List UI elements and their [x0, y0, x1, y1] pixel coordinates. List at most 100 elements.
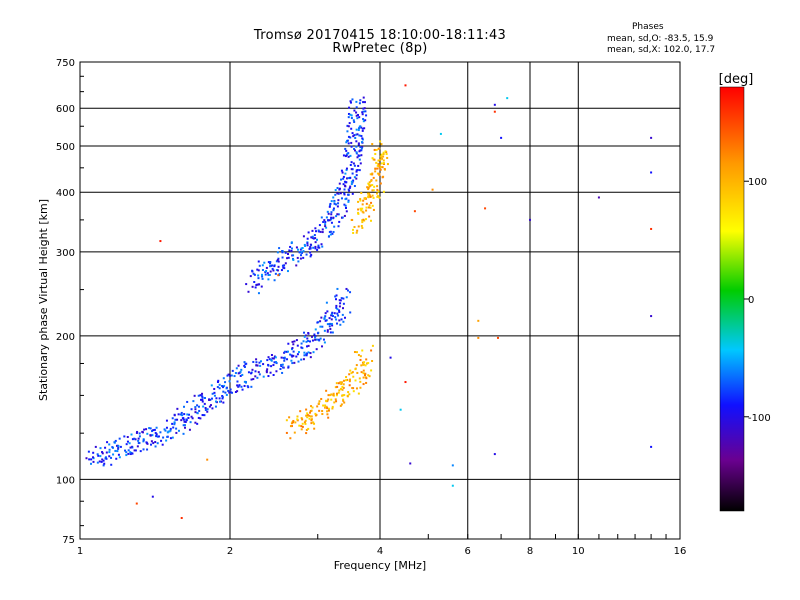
- data-point: [362, 118, 365, 121]
- data-point: [173, 421, 176, 424]
- data-point: [256, 364, 259, 367]
- data-point: [356, 371, 359, 374]
- data-point: [365, 209, 368, 212]
- data-point: [197, 394, 200, 397]
- data-point: [338, 182, 341, 185]
- data-point: [321, 410, 324, 413]
- data-point: [213, 391, 216, 394]
- data-point: [258, 264, 261, 267]
- data-point: [360, 126, 363, 129]
- data-point: [314, 227, 317, 230]
- data-point: [333, 312, 336, 315]
- data-point: [116, 450, 119, 453]
- data-point: [159, 431, 162, 434]
- data-point: [311, 236, 314, 239]
- data-point: [346, 124, 349, 127]
- data-point: [343, 193, 346, 196]
- data-point: [226, 374, 229, 377]
- data-point: [299, 257, 302, 260]
- data-point: [267, 278, 270, 281]
- data-point: [323, 219, 326, 222]
- data-point: [314, 414, 317, 417]
- data-point: [305, 253, 308, 256]
- data-point: [360, 192, 363, 195]
- data-point: [312, 246, 315, 249]
- data-point: [349, 136, 352, 139]
- data-point: [328, 317, 331, 320]
- data-point: [156, 442, 159, 445]
- data-point: [272, 269, 275, 272]
- x-tick-label-1: 2: [227, 546, 233, 557]
- data-point: [377, 190, 380, 193]
- data-point: [339, 387, 342, 390]
- data-point: [221, 397, 224, 400]
- data-point: [281, 363, 284, 366]
- data-point: [307, 231, 310, 234]
- data-point: [254, 375, 257, 378]
- data-point: [335, 318, 338, 321]
- data-point: [376, 188, 379, 191]
- data-point: [376, 185, 379, 188]
- data-point: [292, 343, 295, 346]
- data-point: [113, 441, 116, 444]
- data-point: [204, 407, 207, 410]
- data-point: [285, 431, 288, 434]
- data-point: [203, 402, 206, 405]
- data-point: [277, 265, 280, 268]
- data-point: [237, 385, 240, 388]
- data-point: [330, 318, 333, 321]
- data-point: [345, 376, 348, 379]
- data-point: [382, 175, 385, 178]
- data-point: [363, 107, 366, 110]
- data-point: [156, 435, 159, 438]
- data-point: [367, 374, 370, 377]
- data-point: [359, 355, 362, 358]
- data-point: [309, 415, 312, 418]
- data-point: [377, 159, 380, 162]
- data-point: [353, 176, 356, 179]
- data-point: [321, 325, 324, 328]
- data-point: [239, 374, 242, 377]
- data-point: [141, 430, 144, 433]
- data-point: [306, 412, 309, 415]
- data-point: [431, 188, 434, 191]
- data-point: [310, 419, 313, 422]
- data-points: [85, 84, 653, 520]
- data-point: [404, 84, 407, 87]
- data-point: [253, 273, 256, 276]
- data-point: [355, 106, 358, 109]
- data-point: [345, 181, 348, 184]
- data-point: [349, 113, 352, 116]
- data-point: [236, 384, 239, 387]
- data-point: [324, 315, 327, 318]
- data-point: [326, 310, 329, 313]
- y-axis-label: Stationary phase Virtual Height [km]: [37, 199, 50, 401]
- y-tick-labels: 75 100 200 300 400 500 600 750: [56, 58, 84, 546]
- data-point: [142, 438, 145, 441]
- data-point: [358, 102, 361, 105]
- data-point: [352, 390, 355, 393]
- data-point: [127, 452, 130, 455]
- data-point: [117, 446, 120, 449]
- data-point: [310, 418, 313, 421]
- data-point: [92, 456, 95, 459]
- data-point: [335, 394, 338, 397]
- data-point: [275, 361, 278, 364]
- data-point: [338, 389, 341, 392]
- data-point: [131, 446, 134, 449]
- data-point: [270, 365, 273, 368]
- data-point: [340, 169, 343, 172]
- data-point: [183, 420, 186, 423]
- data-point: [182, 418, 185, 421]
- data-point: [361, 127, 364, 130]
- data-point: [258, 361, 261, 364]
- data-point: [297, 248, 300, 251]
- data-point: [267, 273, 270, 276]
- data-point: [304, 419, 307, 422]
- data-point: [213, 394, 216, 397]
- data-point: [368, 185, 371, 188]
- data-point: [87, 450, 90, 453]
- data-point: [104, 457, 107, 460]
- data-point: [355, 151, 358, 154]
- data-point: [377, 147, 380, 150]
